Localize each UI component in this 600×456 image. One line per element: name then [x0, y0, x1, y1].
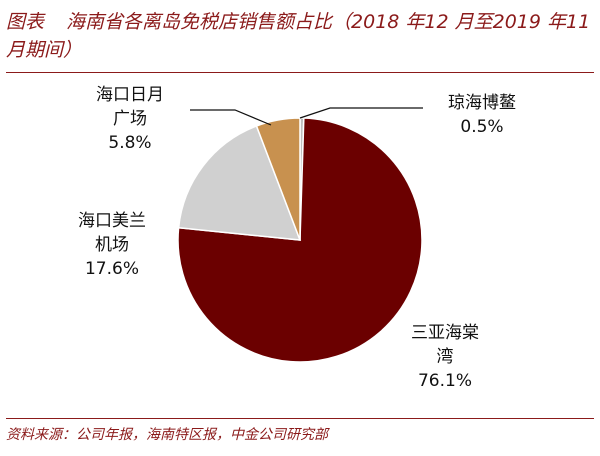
slice-name-label-4: 海口日月 — [96, 85, 164, 105]
chart-title: 图表 海南省各离岛免税店销售额占比（2018 年12 月至2019 年11 月期间… — [6, 8, 594, 64]
slice-name-label-3: 机场 — [95, 235, 129, 255]
slice-name-label-1: 琼海博鳌 — [448, 93, 516, 113]
slice-name-label-3: 海口美兰 — [78, 211, 146, 231]
leader-lines — [190, 107, 423, 126]
figure-title-text: 海南省各离岛免税店销售额占比（2018 年12 月至2019 年11 月期间） — [6, 11, 591, 61]
slice-name-label-2: 三亚海棠 — [411, 323, 479, 343]
leader-line-1 — [299, 107, 423, 119]
slice-value-label-2: 76.1% — [418, 371, 472, 391]
slice-value-label-4: 5.8% — [108, 133, 151, 153]
pie-slice-3 — [177, 125, 302, 241]
title-divider — [6, 72, 594, 73]
figure-label: 图表 — [6, 11, 45, 33]
slice-value-label-1: 0.5% — [460, 117, 503, 137]
source-note: 资料来源：公司年报，海南特区报，中金公司研究部 — [6, 427, 328, 443]
slice-value-label-3: 17.6% — [85, 259, 139, 279]
pie-slice-4 — [255, 117, 301, 241]
source-divider — [6, 418, 594, 419]
leader-line-4 — [190, 109, 272, 126]
slice-name-label-2: 湾 — [437, 347, 454, 367]
pie-slices — [177, 117, 423, 363]
slice-name-label-4: 广场 — [113, 109, 147, 129]
